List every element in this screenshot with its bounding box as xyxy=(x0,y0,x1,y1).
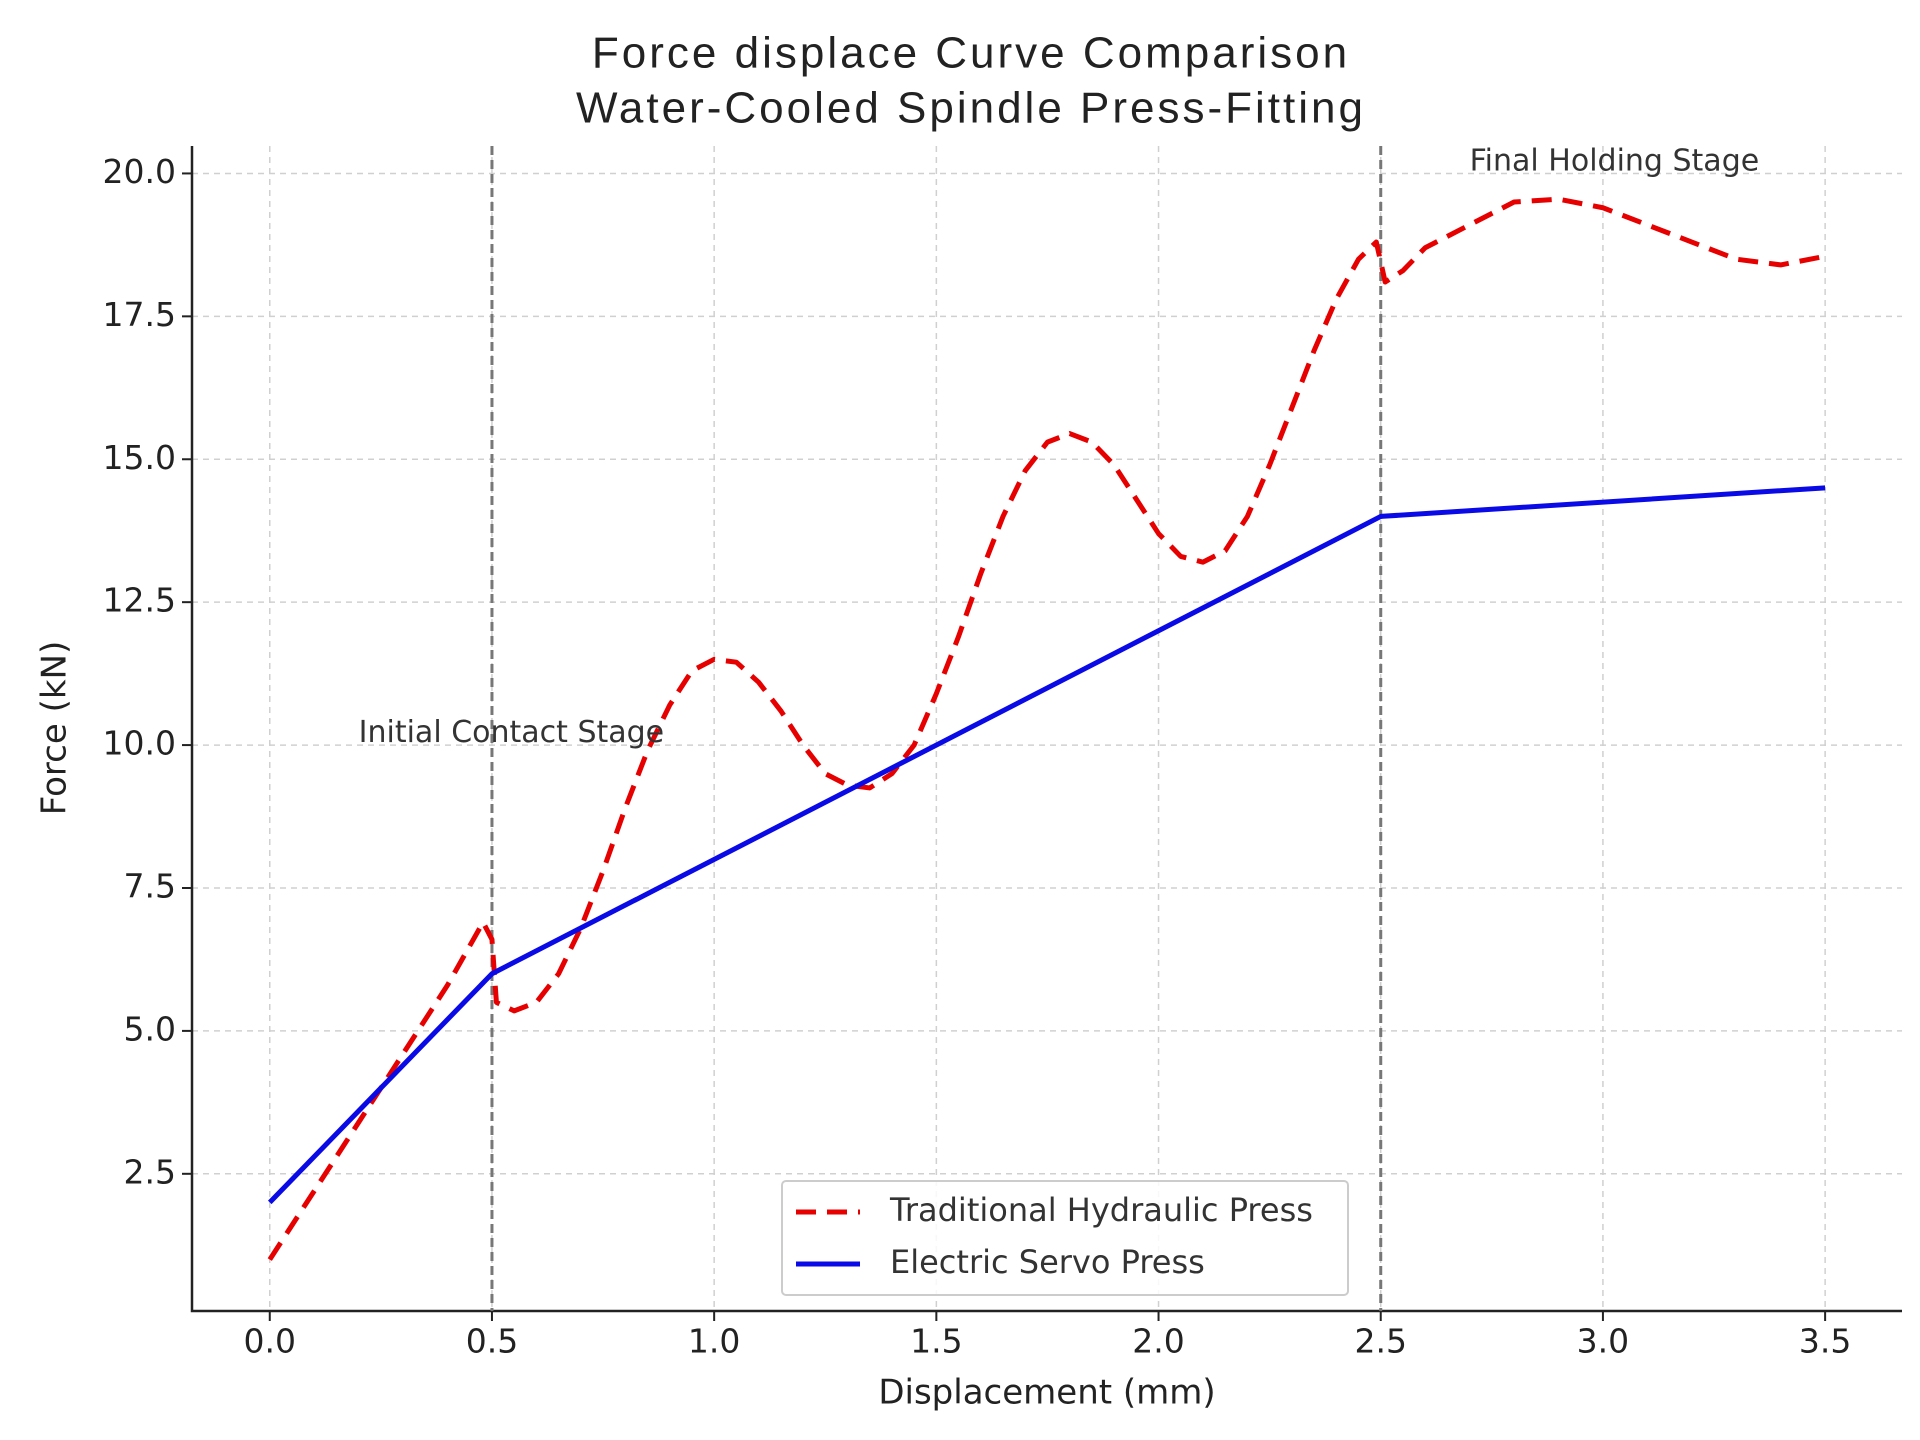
axis-spine xyxy=(190,146,1902,1313)
data-line xyxy=(267,485,1826,1205)
x-tick-label: 2.0 xyxy=(1132,1322,1184,1361)
legend-label: Traditional Hydraulic Press xyxy=(889,1191,1313,1229)
y-tick-label: 7.5 xyxy=(124,866,176,905)
x-tick-label: 1.5 xyxy=(910,1322,962,1361)
annotation: Final Holding Stage xyxy=(1470,144,1760,179)
legend-label: Electric Servo Press xyxy=(890,1243,1205,1281)
x-tick-label: 0.5 xyxy=(466,1322,518,1361)
x-tick-label: 3.0 xyxy=(1577,1322,1629,1361)
legend-box xyxy=(781,1180,1349,1296)
y-tick-label: 5.0 xyxy=(124,1009,176,1048)
y-tick-label: 12.5 xyxy=(103,581,176,620)
chart-subtitle: Water-Cooled Spindle Press-Fitting xyxy=(576,84,1366,133)
y-tick-label: 2.5 xyxy=(124,1152,176,1191)
x-tick-label: 3.5 xyxy=(1799,1322,1851,1361)
annotation: Initial Contact Stage xyxy=(359,715,665,750)
y-tick-label: 15.0 xyxy=(103,438,176,477)
data-line xyxy=(267,196,1826,1261)
y-axis-label: Force (kN) xyxy=(35,641,75,815)
y-tick-label: 10.0 xyxy=(103,724,176,763)
x-tick-label: 0.0 xyxy=(244,1322,296,1361)
x-axis-label: Displacement (mm) xyxy=(878,1373,1215,1413)
y-tick-label: 20.0 xyxy=(103,152,176,191)
y-tick-label: 17.5 xyxy=(103,295,176,334)
chart-title: Force displace Curve Comparison xyxy=(592,29,1350,78)
x-tick-label: 1.0 xyxy=(688,1322,740,1361)
x-tick-label: 2.5 xyxy=(1354,1322,1406,1361)
